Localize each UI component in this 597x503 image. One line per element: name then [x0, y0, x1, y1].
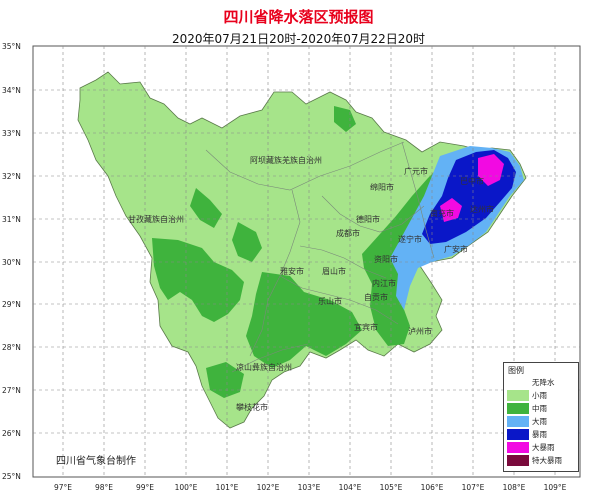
- heavy-rainstorm-area: [478, 154, 504, 186]
- legend-label: 小雨: [532, 391, 547, 400]
- place-ziyang: 资阳市: [374, 254, 398, 264]
- lon-label: 106°E: [421, 483, 444, 492]
- place-guangyuan: 广元市: [404, 166, 428, 176]
- moderate-rain-area: [246, 272, 362, 368]
- place-nanchong: 南充市: [430, 208, 454, 218]
- lat-label: 33°N: [2, 129, 21, 138]
- place-leshan: 乐山市: [318, 296, 342, 306]
- lon-label: 108°E: [503, 483, 526, 492]
- place-meishan: 眉山市: [322, 266, 346, 276]
- place-luzhou: 泸州市: [408, 326, 432, 336]
- lon-label: 104°E: [339, 483, 362, 492]
- lon-label: 98°E: [95, 483, 113, 492]
- lat-label: 28°N: [2, 343, 21, 352]
- lon-label: 107°E: [462, 483, 485, 492]
- place-guangan: 广安市: [444, 244, 468, 254]
- legend-label: 中雨: [532, 404, 547, 413]
- legend-swatch: [507, 416, 529, 427]
- legend-swatch: [507, 455, 529, 466]
- credit-text: 四川省气象台制作: [56, 456, 136, 467]
- lon-label: 97°E: [54, 483, 72, 492]
- legend-item: 中雨: [507, 402, 579, 414]
- lon-label: 102°E: [257, 483, 280, 492]
- legend-label: 暴雨: [532, 430, 547, 439]
- place-ganzi: 甘孜藏族自治州: [128, 214, 184, 224]
- place-neijiang: 内江市: [372, 278, 396, 288]
- lon-label: 109°E: [544, 483, 567, 492]
- legend-swatch: [507, 390, 529, 401]
- legend-swatch: [507, 377, 529, 388]
- legend-item: 暴雨: [507, 428, 579, 440]
- place-yibin: 宜宾市: [354, 322, 378, 332]
- legend-item: 大暴雨: [507, 441, 579, 453]
- place-suining: 遂宁市: [398, 234, 422, 244]
- latitude-labels: 35°N 34°N 33°N 32°N 31°N 30°N 29°N 28°N …: [2, 42, 21, 481]
- map-title: 四川省降水落区预报图: [223, 8, 374, 26]
- longitude-labels: 97°E 98°E 99°E 100°E 101°E 102°E 103°E 1…: [54, 483, 567, 492]
- lon-label: 105°E: [380, 483, 403, 492]
- legend-item: 大雨: [507, 415, 579, 427]
- legend-swatch: [507, 429, 529, 440]
- lat-label: 25°N: [2, 472, 21, 481]
- lat-label: 32°N: [2, 172, 21, 181]
- lat-label: 29°N: [2, 300, 21, 309]
- prefecture-boundaries: [205, 141, 435, 373]
- moderate-rain-area: [334, 106, 356, 132]
- legend-title: 图例: [508, 366, 524, 375]
- graticule: [33, 46, 580, 477]
- lat-label: 31°N: [2, 215, 21, 224]
- legend-label: 特大暴雨: [532, 456, 562, 465]
- lon-label: 103°E: [298, 483, 321, 492]
- heavy-rainstorm-area: [440, 198, 462, 222]
- lon-label: 99°E: [136, 483, 154, 492]
- legend-swatch: [507, 403, 529, 414]
- map-subtitle: 2020年07月21日20时-2020年07月22日20时: [171, 32, 426, 46]
- lon-label: 100°E: [175, 483, 198, 492]
- place-liangshan: 凉山彝族自治州: [236, 362, 292, 372]
- lat-label: 30°N: [2, 258, 21, 267]
- place-deyang: 德阳市: [356, 214, 380, 224]
- lat-label: 34°N: [2, 86, 21, 95]
- place-labels: 阿坝藏族羌族自治州 广元市 巴中市 绵阳市 德阳市 南充市 达州市 甘孜藏族自治…: [128, 155, 494, 412]
- place-zigong: 自贡市: [364, 292, 388, 302]
- lat-label: 35°N: [2, 42, 21, 51]
- place-mianyang: 绵阳市: [370, 182, 394, 192]
- legend: 图例 无降水小雨中雨大雨暴雨大暴雨特大暴雨: [503, 362, 579, 472]
- place-yaan: 雅安市: [280, 266, 304, 276]
- place-dazhou: 达州市: [470, 204, 494, 214]
- lat-label: 26°N: [2, 429, 21, 438]
- legend-item: 无降水: [507, 376, 579, 388]
- legend-item: 特大暴雨: [507, 454, 579, 466]
- moderate-rain-area: [232, 222, 262, 262]
- legend-label: 大暴雨: [532, 443, 555, 452]
- lon-label: 101°E: [216, 483, 239, 492]
- legend-label: 无降水: [532, 378, 555, 387]
- legend-label: 大雨: [532, 417, 547, 426]
- place-aba: 阿坝藏族羌族自治州: [250, 155, 322, 165]
- place-panzhihua: 攀枝花市: [236, 402, 268, 412]
- moderate-rain-area: [190, 188, 222, 228]
- moderate-rain-area: [152, 238, 244, 322]
- legend-swatch: [507, 442, 529, 453]
- place-chengdu: 成都市: [336, 228, 360, 238]
- legend-item: 小雨: [507, 389, 579, 401]
- place-bazhong: 巴中市: [460, 176, 484, 186]
- lat-label: 27°N: [2, 386, 21, 395]
